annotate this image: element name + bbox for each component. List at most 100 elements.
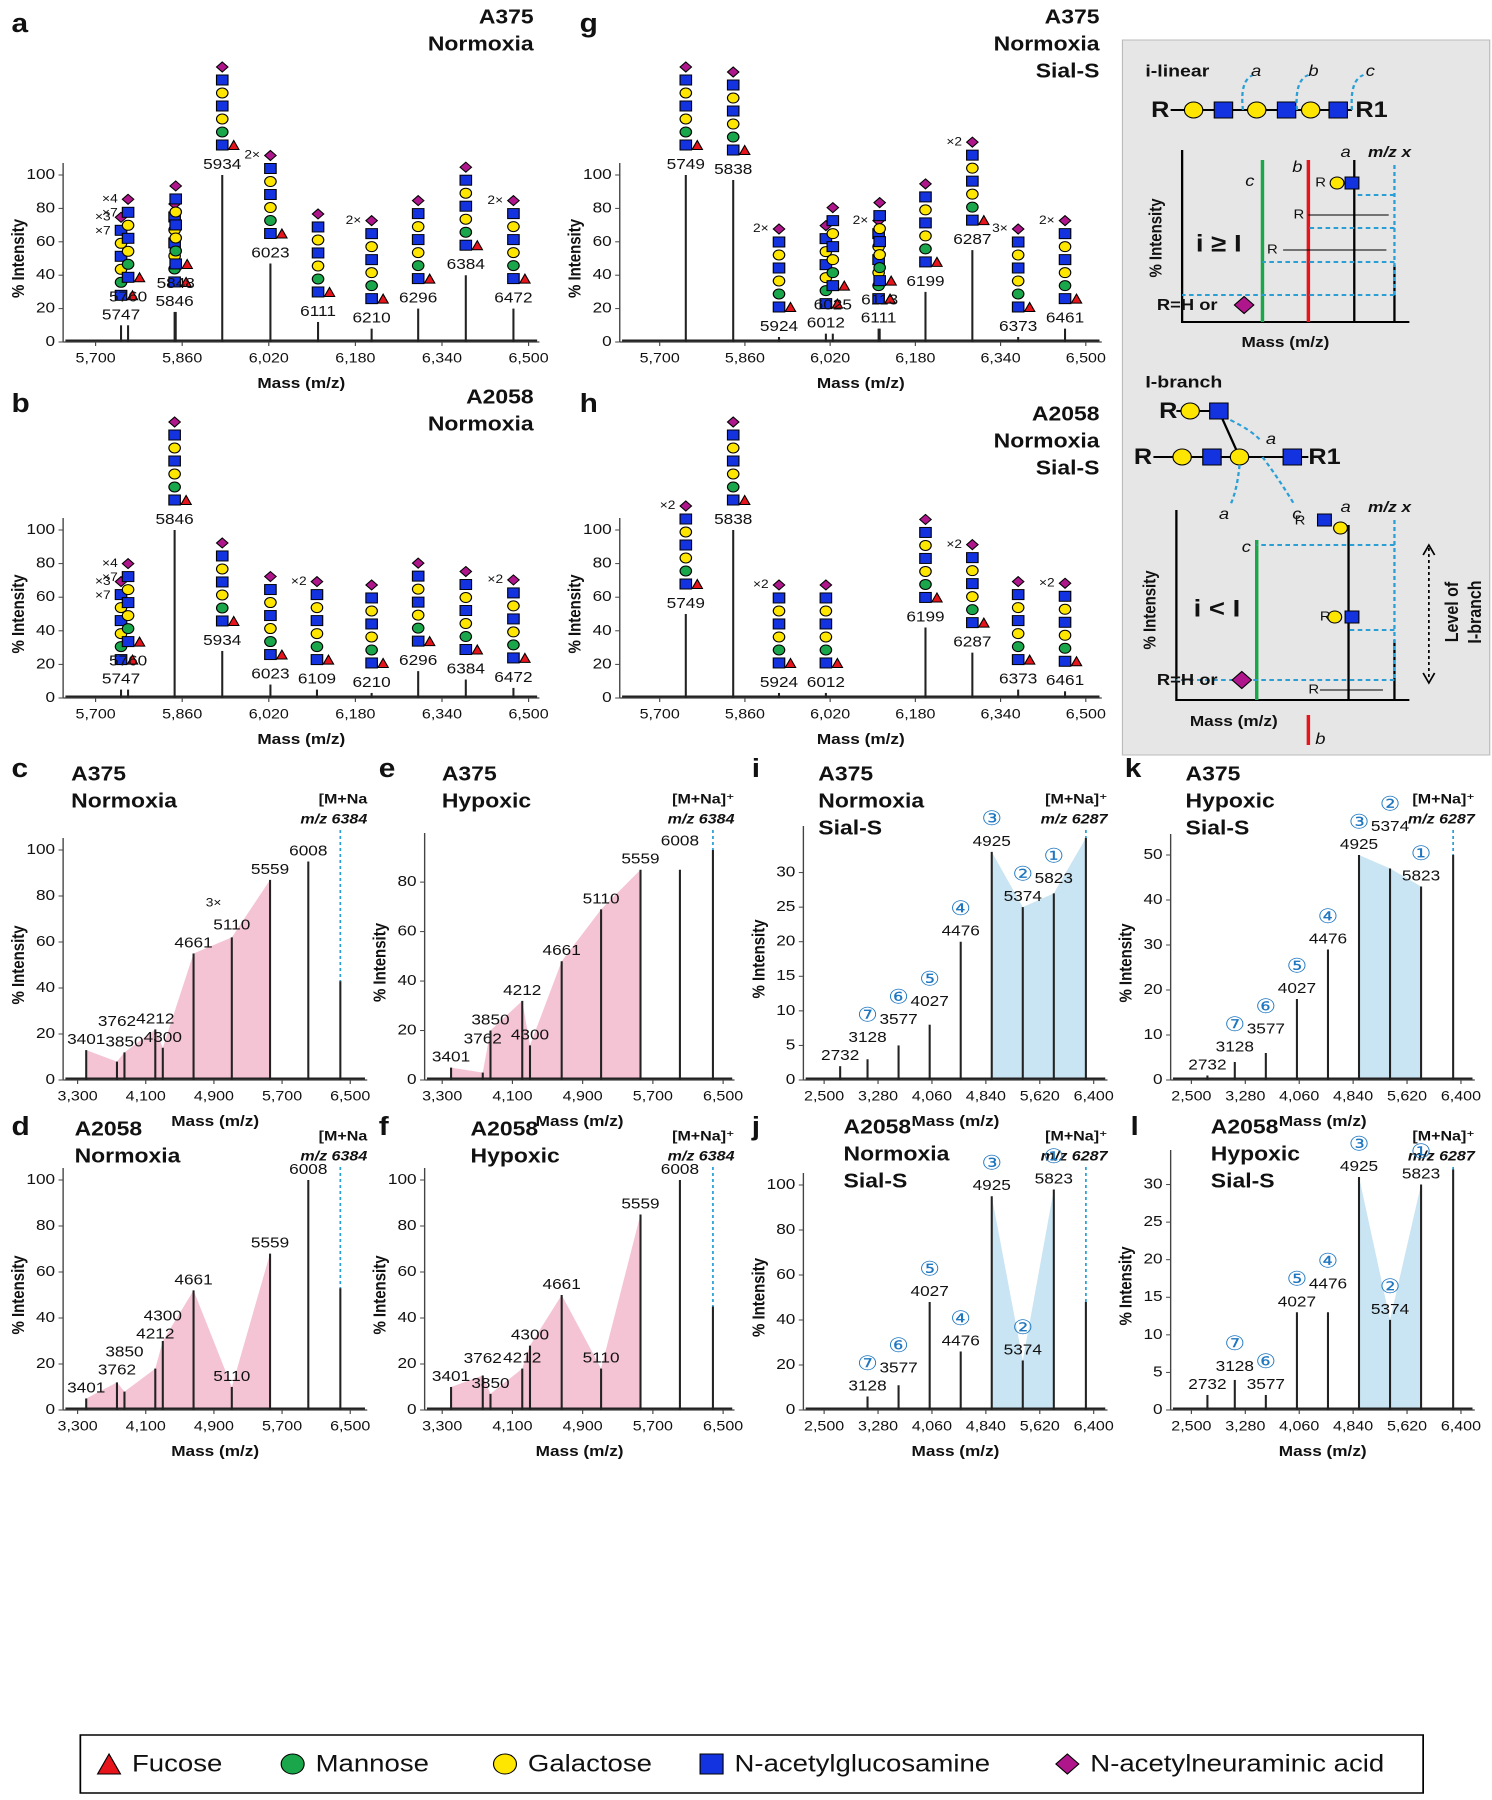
- glycan-icon: [831, 657, 844, 668]
- peak-tag: ⑦: [1225, 1013, 1246, 1035]
- glycan-icon: [121, 232, 135, 244]
- legend-symbol: [280, 1753, 305, 1775]
- y-tick-label: 80: [593, 199, 612, 216]
- panel-title: Hypoxic: [471, 1145, 560, 1167]
- peak-label: 6012: [807, 674, 845, 691]
- glycan-icon: [726, 144, 740, 156]
- peak-label: 2732: [1188, 1056, 1226, 1073]
- panel-title: Normoxia: [71, 790, 178, 812]
- y-tick-label: 40: [397, 1309, 416, 1326]
- legend-label: Mannose: [316, 1751, 429, 1777]
- glycan-icon: [966, 565, 979, 577]
- y-tick-label: 20: [593, 300, 612, 317]
- glycan-icon: [977, 214, 990, 226]
- ion-label: m/z 6384: [668, 812, 736, 828]
- schematic-label: b: [1315, 729, 1326, 748]
- peak-label: 5374: [1371, 1301, 1409, 1318]
- glycan-icon: [215, 139, 229, 151]
- schematic-label: i < I: [1194, 596, 1241, 622]
- glycan-note: 2×: [487, 193, 503, 207]
- peak-tag: ③: [1349, 1133, 1370, 1155]
- y-tick-label: 40: [36, 1309, 55, 1326]
- glycan-icon: [966, 149, 979, 161]
- glycan-icon: [726, 416, 740, 428]
- glycan-icon: [918, 178, 933, 190]
- glycan-icon: [215, 563, 229, 575]
- glycan-icon: [965, 538, 979, 551]
- panel-title: A375: [1186, 763, 1241, 785]
- x-axis-label: Mass (m/z): [257, 731, 345, 748]
- y-tick-label: 20: [36, 1025, 55, 1042]
- glycan-icon: [518, 652, 532, 663]
- panel-title: Normoxia: [994, 430, 1101, 452]
- y-tick-label: 40: [36, 979, 55, 996]
- y-axis-label: % Intensity: [371, 1255, 390, 1334]
- x-tick-label: 5,700: [633, 1419, 673, 1435]
- panel-title: Sial-S: [1036, 60, 1100, 82]
- peak-tag: ①: [1411, 1140, 1432, 1162]
- glycan-icon: [1058, 293, 1072, 305]
- glycan-icon: [365, 618, 378, 630]
- glycan-icon: [826, 280, 840, 292]
- glycan-icon: [215, 61, 229, 73]
- glycan-icon: [168, 494, 181, 506]
- glycan-icon: [885, 275, 898, 286]
- y-tick-label: 0: [786, 1071, 796, 1088]
- legend-symbol: [699, 1753, 724, 1775]
- glycan-icon: [1058, 603, 1072, 615]
- glycan-icon: [126, 289, 139, 301]
- glycan-icon: [169, 206, 183, 218]
- glycan-icon: [133, 271, 146, 283]
- ion-label: [M+Na]⁺: [672, 792, 734, 808]
- glycan-icon: [873, 223, 886, 235]
- y-axis-label: % Intensity: [749, 919, 768, 998]
- glycan-icon: [919, 243, 932, 255]
- glycan-icon: [121, 193, 135, 206]
- peak-label: 6199: [906, 273, 944, 290]
- glycan-icon: [215, 537, 229, 549]
- glycan-icon: [679, 87, 693, 99]
- schematic-label: c: [1366, 61, 1376, 80]
- glycan-icon: [275, 648, 288, 660]
- y-tick-label: 20: [593, 655, 612, 672]
- glycan-icon: [126, 653, 139, 665]
- glycan-icon: [365, 254, 378, 266]
- y-tick-label: 30: [1143, 1176, 1162, 1193]
- glycan-icon: [264, 215, 277, 227]
- peak-label: 4476: [942, 1332, 980, 1349]
- glycan-icon: [919, 591, 932, 603]
- glycan-icon: [1011, 589, 1025, 601]
- peak-label: 5559: [251, 861, 289, 878]
- glycan-icon: [507, 613, 520, 625]
- peak-label: 4925: [973, 833, 1011, 850]
- glycan-icon: [966, 578, 979, 590]
- x-tick-label: 5,860: [725, 351, 765, 367]
- schematic-label: R: [1308, 681, 1319, 696]
- y-tick-label: 60: [397, 1263, 416, 1280]
- glycan-icon: [459, 618, 473, 630]
- glycan-icon: [227, 139, 240, 150]
- glycan-icon: [507, 221, 520, 233]
- peak-label: 6113: [861, 292, 898, 309]
- glycan-icon: [264, 636, 277, 648]
- fragment-arrow: [1176, 520, 1396, 681]
- peak-label: 4212: [136, 1010, 174, 1027]
- peak-label: 4300: [511, 1026, 549, 1043]
- glycan-icon: [966, 591, 979, 603]
- schematic-label: a: [1266, 429, 1276, 448]
- glycan-icon: [264, 163, 277, 175]
- galactose: [1327, 610, 1343, 624]
- x-tick-label: 3,300: [58, 1419, 98, 1435]
- glycan-icon: [215, 100, 229, 112]
- peak-label: 5559: [251, 1235, 289, 1252]
- peak-label: 3577: [1247, 1020, 1285, 1037]
- y-tick-label: 20: [1143, 1251, 1162, 1268]
- panel-title: A375: [71, 763, 126, 785]
- glycan-icon: [323, 286, 336, 297]
- y-tick-label: 40: [776, 1311, 795, 1328]
- glycan-icon: [459, 631, 473, 643]
- x-tick-label: 4,100: [126, 1419, 166, 1435]
- panel-title: Sial-S: [1186, 817, 1250, 839]
- glycan-icon: [507, 639, 520, 651]
- glycan-icon: [264, 623, 277, 635]
